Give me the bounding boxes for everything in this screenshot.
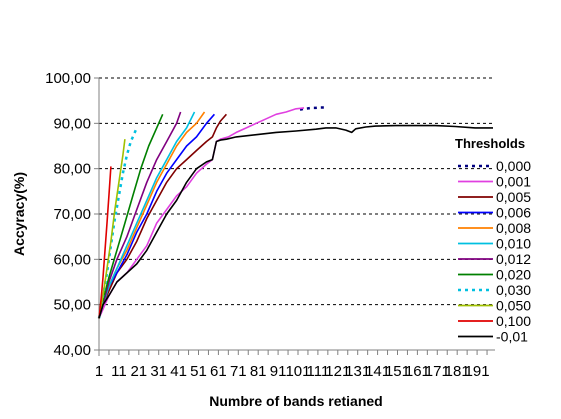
legend-label: 0,100 xyxy=(496,313,531,329)
series-line-9 xyxy=(98,139,126,319)
x-tick-label: 151 xyxy=(385,363,410,380)
x-tick-label: 181 xyxy=(445,363,470,380)
legend-label: 0,050 xyxy=(496,298,531,314)
y-tick-label: 100,00 xyxy=(45,70,91,87)
legend-label: 0,012 xyxy=(496,251,531,267)
x-tick-label: 21 xyxy=(130,363,147,380)
x-tick-label: 41 xyxy=(170,363,187,380)
legend-label: 0,008 xyxy=(496,220,531,236)
y-tick-label: 50,00 xyxy=(53,297,91,314)
x-axis-label: Numbre of bands retianed xyxy=(209,393,382,409)
x-tick-label: 121 xyxy=(325,363,350,380)
legend-label: 0,006 xyxy=(496,205,531,221)
series-line-1 xyxy=(98,107,305,319)
legend-label: 0,030 xyxy=(496,282,531,298)
x-tick-label: 191 xyxy=(465,363,490,380)
legend-label: 0,020 xyxy=(496,267,531,283)
legend: Thresholds 0,0000,0010,0050,0060,0080,01… xyxy=(455,136,531,345)
x-tick-label: 51 xyxy=(190,363,207,380)
x-tick-label: 81 xyxy=(250,363,267,380)
series-line-7 xyxy=(98,113,164,319)
y-tick-label: 70,00 xyxy=(53,206,91,223)
x-tick-label: 111 xyxy=(306,363,329,380)
y-tick-label: 40,00 xyxy=(53,342,91,359)
gridlines xyxy=(99,77,495,306)
x-tick-label: 71 xyxy=(230,363,247,380)
series-line-5 xyxy=(98,111,196,319)
x-tick-label: 11 xyxy=(111,363,127,380)
y-tick-label: 90,00 xyxy=(53,115,91,132)
legend-title: Thresholds xyxy=(455,136,525,151)
series-line-2 xyxy=(98,113,227,319)
series-line-3 xyxy=(98,113,216,319)
series-line-11 xyxy=(98,124,493,319)
legend-label: 0,001 xyxy=(496,174,531,190)
x-tick-label: 31 xyxy=(150,363,167,380)
series-line-10 xyxy=(98,166,112,319)
series-lines xyxy=(97,106,493,319)
x-tick-label: 171 xyxy=(425,363,450,380)
x-tick-label: 131 xyxy=(345,363,370,380)
x-tick-label: 141 xyxy=(365,363,390,380)
y-tick-label: 80,00 xyxy=(53,161,91,178)
y-tick-label: 60,00 xyxy=(53,251,91,268)
x-tick-label: 61 xyxy=(210,363,227,380)
series-line-6 xyxy=(98,111,182,319)
legend-label: -0,01 xyxy=(496,329,528,345)
x-tick-label: 91 xyxy=(270,363,287,380)
x-tick-label: 101 xyxy=(285,363,310,380)
series-line-8 xyxy=(97,127,138,319)
x-tick-label: 161 xyxy=(405,363,430,380)
y-axis-label: Accyracy(%) xyxy=(11,172,27,256)
x-tick-label: 1 xyxy=(95,363,103,380)
legend-label: 0,000 xyxy=(496,158,531,174)
legend-label: 0,005 xyxy=(496,189,531,205)
legend-label: 0,010 xyxy=(496,236,531,252)
axes xyxy=(94,77,495,356)
